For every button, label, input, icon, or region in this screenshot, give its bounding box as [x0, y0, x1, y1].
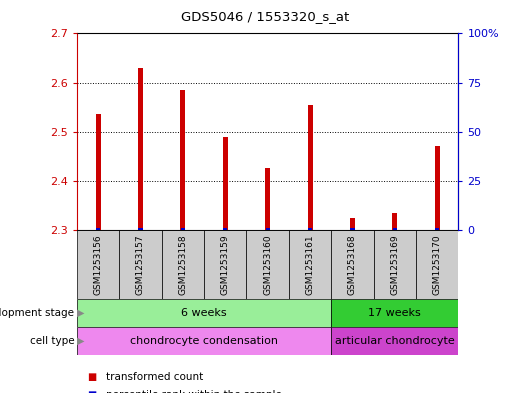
Bar	[119, 230, 162, 299]
Bar	[77, 230, 119, 299]
Text: GSM1253169: GSM1253169	[391, 234, 399, 295]
Bar	[181, 228, 185, 230]
Text: GSM1253156: GSM1253156	[94, 234, 102, 295]
Text: percentile rank within the sample: percentile rank within the sample	[106, 389, 282, 393]
Text: ▶: ▶	[77, 308, 85, 318]
Bar	[331, 299, 458, 327]
Bar	[96, 228, 100, 230]
Bar	[289, 230, 331, 299]
Bar	[223, 228, 227, 230]
Bar	[77, 327, 331, 355]
Bar	[331, 327, 458, 355]
Text: GSM1253161: GSM1253161	[306, 234, 314, 295]
Bar	[308, 228, 312, 230]
Text: 17 weeks: 17 weeks	[368, 308, 421, 318]
Text: articular chondrocyte: articular chondrocyte	[335, 336, 455, 346]
Text: transformed count: transformed count	[106, 372, 203, 382]
Bar	[374, 230, 416, 299]
Text: 6 weeks: 6 weeks	[181, 308, 227, 318]
Bar	[435, 228, 439, 230]
Bar	[223, 136, 228, 230]
Bar	[138, 68, 143, 230]
Text: GDS5046 / 1553320_s_at: GDS5046 / 1553320_s_at	[181, 10, 349, 23]
Bar	[392, 213, 398, 230]
Text: GSM1253168: GSM1253168	[348, 234, 357, 295]
Bar	[95, 114, 101, 230]
Bar	[265, 169, 270, 230]
Text: development stage: development stage	[0, 308, 74, 318]
Text: GSM1253157: GSM1253157	[136, 234, 145, 295]
Text: cell type: cell type	[30, 336, 74, 346]
Bar	[350, 218, 355, 230]
Bar	[416, 230, 458, 299]
Text: chondrocyte condensation: chondrocyte condensation	[130, 336, 278, 346]
Bar	[266, 228, 270, 230]
Bar	[204, 230, 246, 299]
Text: GSM1253170: GSM1253170	[433, 234, 441, 295]
Bar	[307, 105, 313, 230]
Text: GSM1253158: GSM1253158	[179, 234, 187, 295]
Bar	[162, 230, 204, 299]
Bar	[393, 228, 397, 230]
Bar	[331, 230, 374, 299]
Text: ■: ■	[87, 389, 96, 393]
Bar	[138, 228, 143, 230]
Bar	[77, 299, 331, 327]
Bar	[180, 90, 186, 230]
Text: GSM1253159: GSM1253159	[221, 234, 229, 295]
Text: ■: ■	[87, 372, 96, 382]
Bar	[350, 228, 355, 230]
Bar	[246, 230, 289, 299]
Text: GSM1253160: GSM1253160	[263, 234, 272, 295]
Text: ▶: ▶	[77, 336, 85, 346]
Bar	[435, 146, 440, 230]
